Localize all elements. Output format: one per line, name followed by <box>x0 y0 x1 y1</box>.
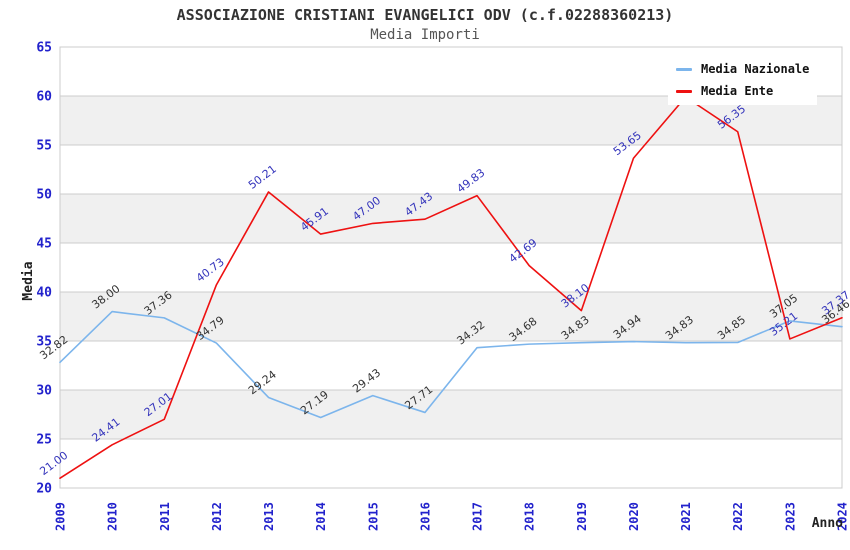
x-tick-label: 2022 <box>731 502 745 531</box>
x-tick-label: 2013 <box>262 502 276 531</box>
alt-band <box>60 390 842 439</box>
y-tick-label: 30 <box>36 384 52 399</box>
legend: Media Nazionale Media Ente <box>668 55 818 105</box>
x-tick-label: 2011 <box>158 502 172 531</box>
x-tick-label: 2017 <box>471 502 485 531</box>
x-tick-label: 2024 <box>836 502 850 531</box>
legend-item-label: Media Nazionale <box>701 62 810 76</box>
legend-swatch <box>676 89 692 93</box>
x-tick-label: 2023 <box>783 502 797 531</box>
x-tick-label: 2020 <box>627 502 641 531</box>
x-tick-label: 2021 <box>679 502 693 531</box>
x-tick-label: 2012 <box>210 502 224 531</box>
x-axis-title: Anno <box>812 516 843 531</box>
x-tick-label: 2019 <box>575 502 589 531</box>
y-tick-label: 20 <box>36 482 52 497</box>
point-label: 21.00 <box>37 449 70 478</box>
alt-band <box>60 292 842 341</box>
y-tick-label: 50 <box>36 188 52 203</box>
y-axis-title: Media <box>21 261 36 300</box>
x-tick-label: 2014 <box>314 502 328 531</box>
alt-band <box>60 194 842 243</box>
y-tick-label: 60 <box>36 90 52 105</box>
series-line-media-nazionale <box>59 310 843 419</box>
legend-item: Media Ente <box>676 81 809 101</box>
y-tick-label: 40 <box>36 286 52 301</box>
x-tick-label: 2010 <box>106 502 120 531</box>
y-tick-label: 55 <box>36 139 52 154</box>
legend-item-label: Media Ente <box>701 84 774 98</box>
y-tick-label: 45 <box>36 237 52 252</box>
y-tick-label: 25 <box>36 433 52 448</box>
plot-area-border <box>59 46 843 489</box>
x-tick-label: 2009 <box>54 502 68 531</box>
legend-item: Media Nazionale <box>676 59 809 79</box>
chart-title: ASSOCIAZIONE CRISTIANI EVANGELICI ODV (c… <box>176 6 674 24</box>
x-tick-label: 2018 <box>523 502 537 531</box>
y-tick-label: 35 <box>36 335 52 350</box>
point-label: 40.73 <box>194 255 227 284</box>
x-tick-label: 2015 <box>366 502 380 531</box>
x-tick-label: 2016 <box>418 502 432 531</box>
series-line-media-ente <box>59 96 843 480</box>
legend-swatch <box>676 67 692 71</box>
y-tick-label: 65 <box>36 41 52 56</box>
point-label: 49.83 <box>454 166 487 195</box>
chart-subtitle: Media Importi <box>370 27 480 43</box>
point-label: 50.21 <box>246 162 279 191</box>
